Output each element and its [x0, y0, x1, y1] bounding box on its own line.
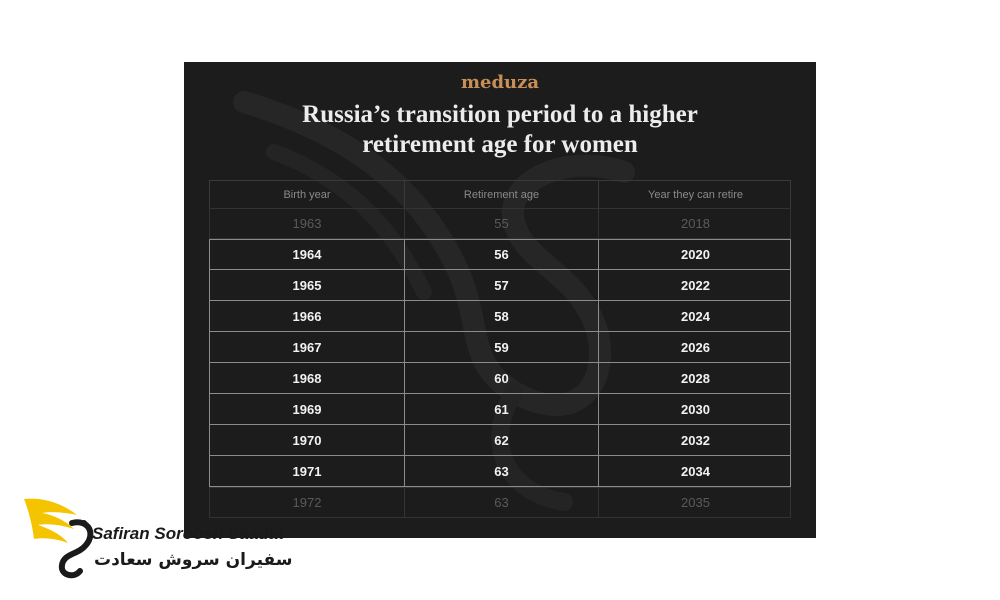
- birth-year-cell: 1971: [292, 463, 322, 479]
- infographic-panel: meduza Russia’s transition period to a h…: [184, 62, 816, 538]
- logo-text-fa: سفیران سروش سعادت: [94, 550, 293, 570]
- retire-year-cell: 2018: [598, 209, 792, 238]
- birth-year-cell: 1967: [292, 339, 322, 355]
- title-line-2: retirement age for women: [362, 131, 638, 158]
- retirement-age-cell: 57: [404, 270, 598, 300]
- title-line-1: Russia’s transition period to a higher: [302, 101, 698, 128]
- swan-wing-logo-icon: [24, 498, 94, 579]
- birth-year-cell: 1965: [292, 277, 322, 293]
- infographic-title: Russia’s transition period to a higher r…: [184, 100, 816, 160]
- watermark-logo: Safiran Soroosh Saadat سفیران سروش سعادت: [22, 493, 292, 579]
- birth-year-cell: 1963: [292, 216, 322, 231]
- table-row: 1966 58 2024: [209, 301, 791, 332]
- birth-year-cell: 1968: [292, 370, 322, 386]
- table-row: 1968 60 2028: [209, 363, 791, 394]
- retirement-age-cell: 58: [404, 301, 598, 331]
- retirement-age-cell: 63: [404, 488, 598, 517]
- header-year-can-retire: Year they can retire: [598, 181, 792, 208]
- retirement-age-cell: 56: [404, 240, 598, 269]
- retire-year-cell: 2034: [598, 456, 792, 486]
- retire-year-cell: 2028: [598, 363, 792, 393]
- birth-year-cell: 1969: [292, 401, 322, 417]
- retire-year-cell: 2024: [598, 301, 792, 331]
- retire-year-cell: 2020: [598, 240, 792, 269]
- table-row: 1969 61 2030: [209, 394, 791, 425]
- retirement-age-cell: 63: [404, 456, 598, 486]
- table-row: 1965 57 2022: [209, 270, 791, 301]
- header-retirement-age: Retirement age: [404, 181, 598, 208]
- table-row: 1964 56 2020: [209, 239, 791, 270]
- retire-year-cell: 2035: [598, 488, 792, 517]
- birth-year-cell: 1966: [292, 308, 322, 324]
- birth-year-cell: 1972: [292, 495, 322, 510]
- table-row: 1963 55 2018: [209, 208, 791, 239]
- table-row: 1967 59 2026: [209, 332, 791, 363]
- retire-year-cell: 2030: [598, 394, 792, 424]
- retirement-age-cell: 62: [404, 425, 598, 455]
- birth-year-cell: 1970: [292, 432, 322, 448]
- retirement-age-cell: 55: [404, 209, 598, 238]
- retirement-age-cell: 59: [404, 332, 598, 362]
- birth-year-cell: 1964: [292, 247, 322, 262]
- brand-logo: meduza: [460, 72, 540, 93]
- table-row: 1972 63 2035: [209, 487, 791, 518]
- retire-year-cell: 2032: [598, 425, 792, 455]
- retire-year-cell: 2026: [598, 332, 792, 362]
- logo-text-en: Safiran Soroosh Saadat: [92, 524, 284, 543]
- table-row: 1971 63 2034: [209, 456, 791, 487]
- retirement-age-cell: 61: [404, 394, 598, 424]
- table-header: Birth year Retirement age Year they can …: [209, 180, 791, 208]
- header-birth-year: Birth year: [283, 188, 331, 201]
- retirement-age-cell: 60: [404, 363, 598, 393]
- retire-year-cell: 2022: [598, 270, 792, 300]
- table-row: 1970 62 2032: [209, 425, 791, 456]
